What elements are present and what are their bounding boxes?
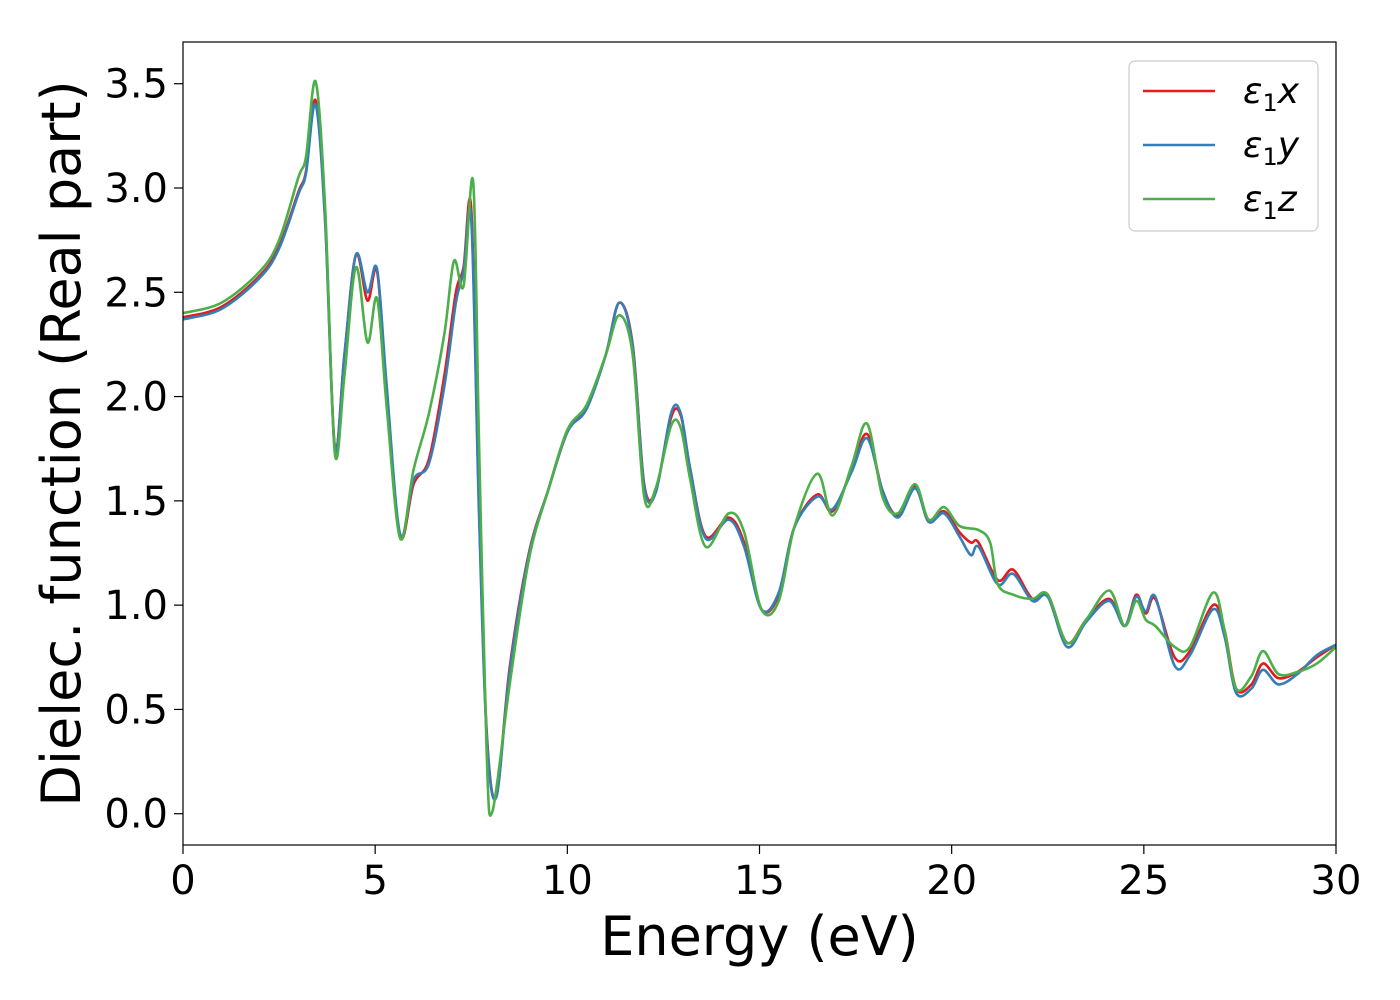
x-tick-label: 15 [734, 858, 785, 904]
y-tick-label: 1.0 [104, 583, 168, 629]
y-tick-label: 2.5 [104, 270, 168, 316]
y-tick-label: 3.5 [104, 62, 168, 108]
series-line-z [183, 79, 1336, 817]
y-tick-label: 2.0 [104, 375, 168, 421]
legend-label-x: ε1x [1243, 71, 1300, 117]
x-tick-label: 30 [1311, 858, 1362, 904]
y-tick-label: 1.5 [104, 479, 168, 525]
y-tick-label: 0.0 [104, 792, 168, 838]
legend: ε1x ε1y ε1z [1128, 60, 1319, 232]
x-tick-label: 5 [362, 858, 387, 904]
legend-box [1128, 60, 1319, 232]
x-tick-label: 25 [1118, 858, 1169, 904]
y-axis-label: Dielec. function (Real part) [30, 80, 93, 806]
x-axis-label: Energy (eV) [600, 905, 919, 968]
series-layer [183, 79, 1336, 817]
y-axis: 0.0 0.5 1.0 1.5 2.0 2.5 3.0 3.5 [104, 62, 183, 838]
x-tick-label: 10 [542, 858, 593, 904]
y-tick-label: 3.0 [104, 166, 168, 212]
legend-label-z: ε1z [1243, 179, 1298, 225]
legend-label-y: ε1y [1243, 125, 1300, 171]
x-axis: 0 5 10 15 20 25 30 [170, 845, 1361, 904]
x-tick-label: 0 [170, 858, 195, 904]
y-tick-label: 0.5 [104, 687, 168, 733]
x-tick-label: 20 [926, 858, 977, 904]
